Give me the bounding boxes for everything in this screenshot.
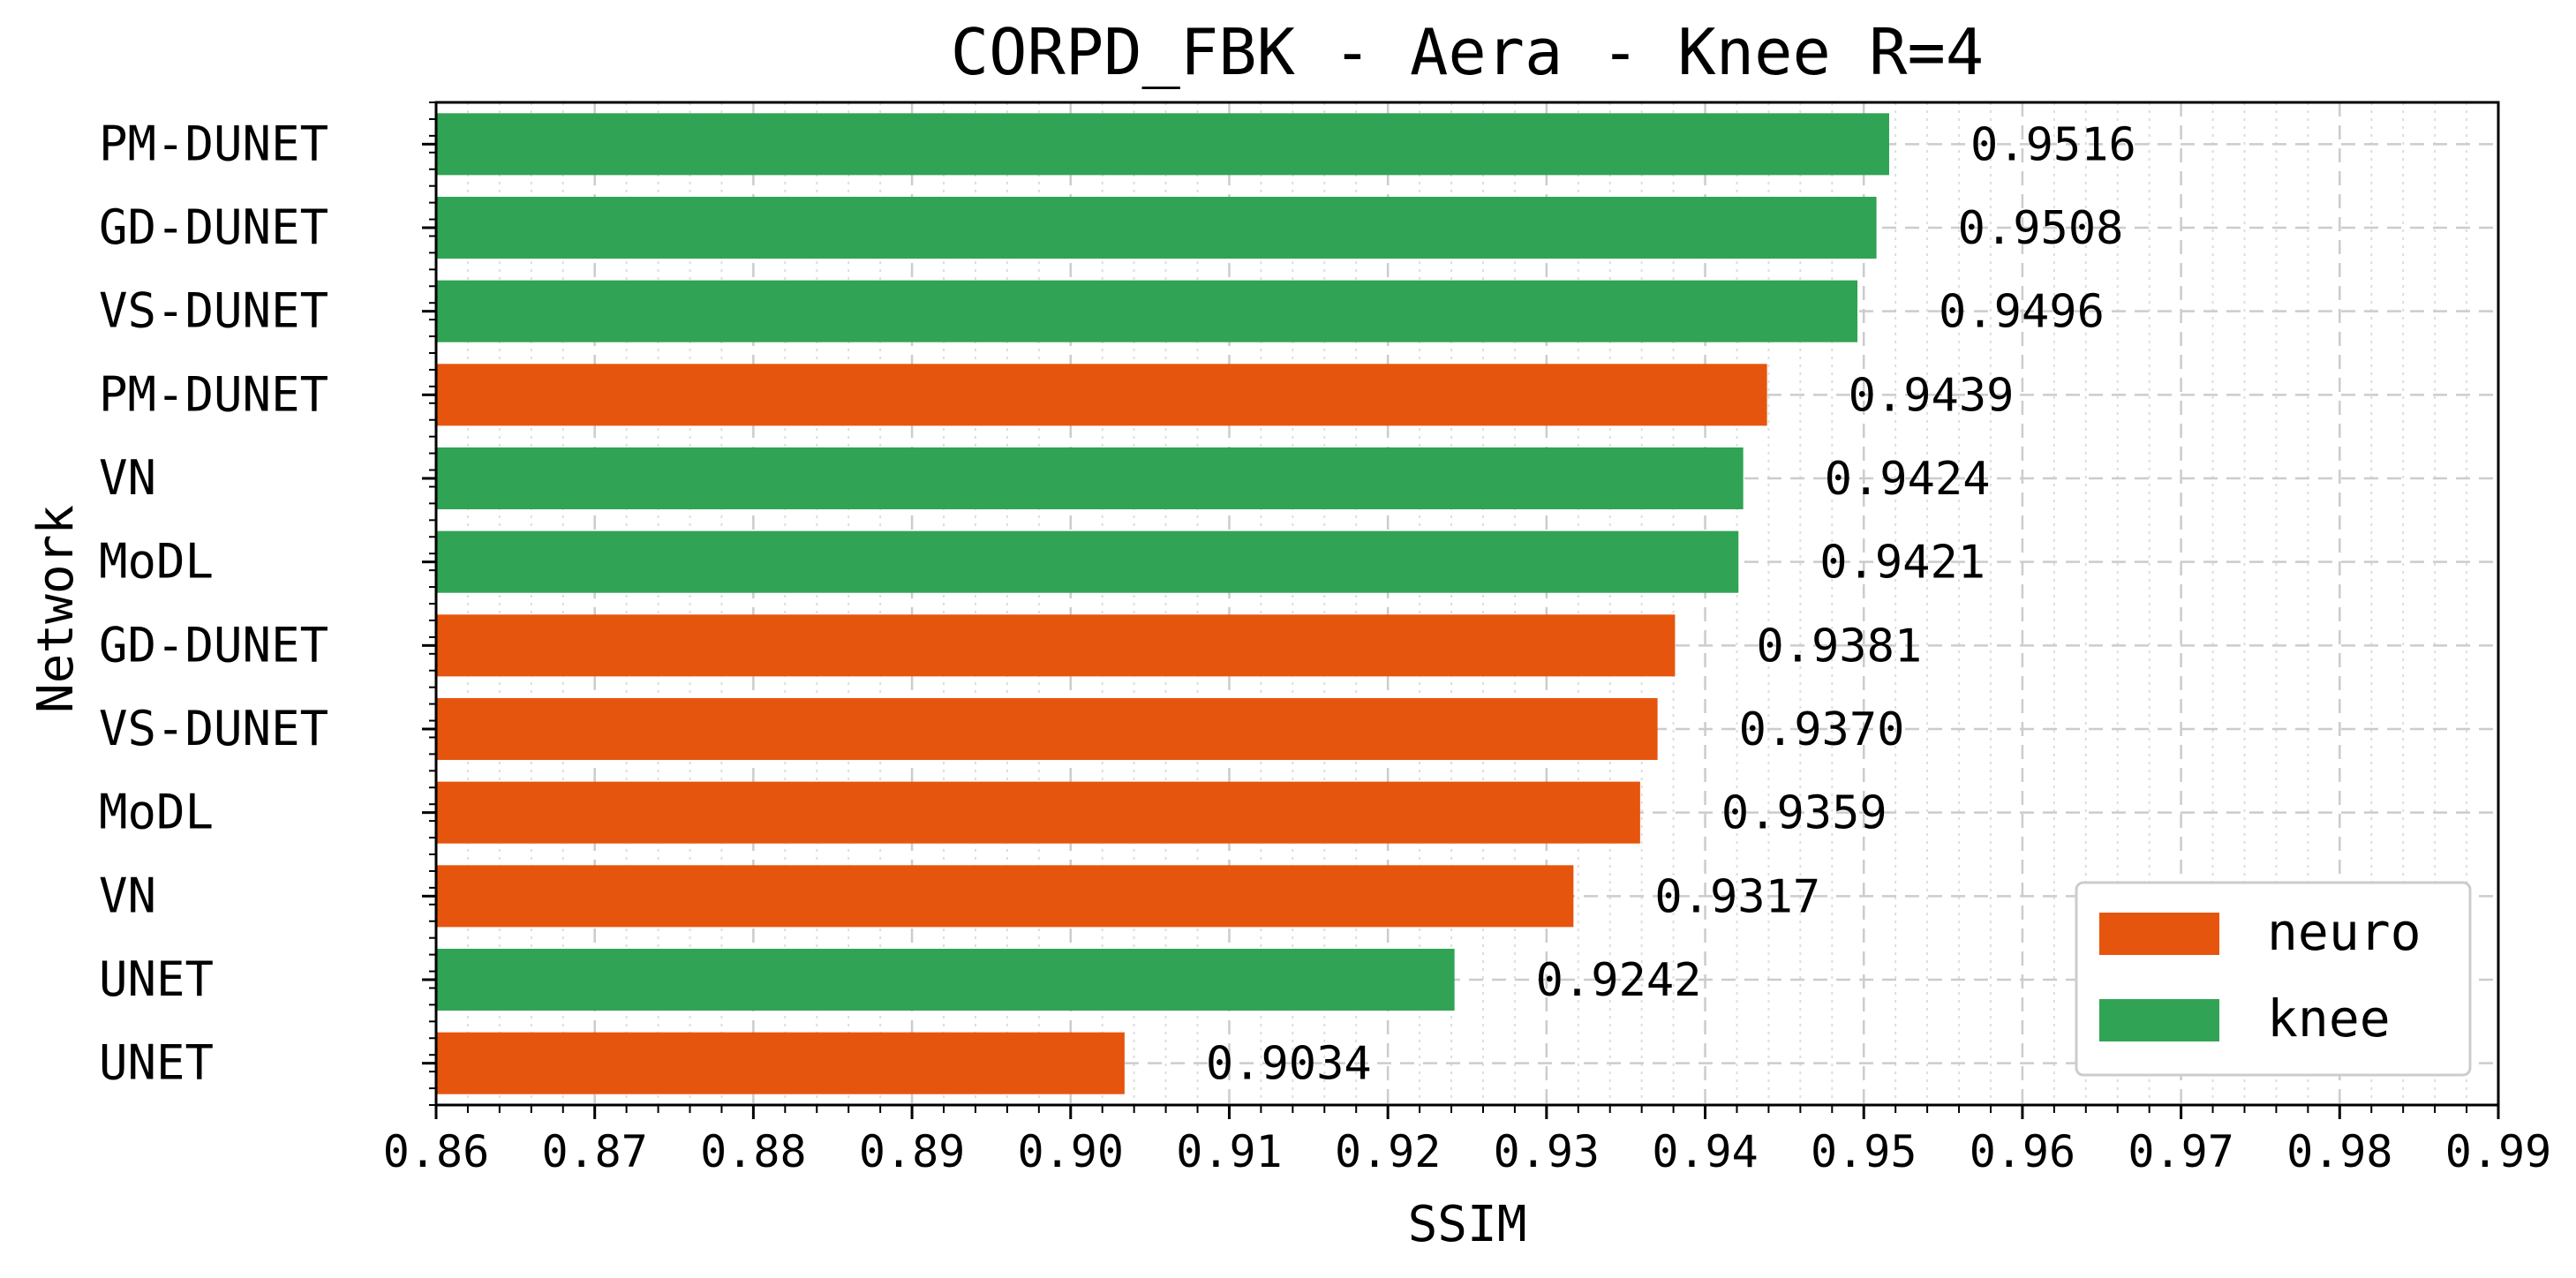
bar-neuro-vs-dunet — [436, 697, 1658, 761]
y-axis-label: Network — [27, 505, 85, 713]
x-tick-label: 0.95 — [1811, 1126, 1917, 1177]
bar-value-label: 0.9496 — [1939, 286, 2105, 339]
bar-neuro-pm-dunet — [436, 364, 1767, 426]
x-axis-label: SSIM — [1408, 1196, 1527, 1253]
bar-knee-modl — [436, 530, 1739, 593]
legend: neuro knee — [2075, 881, 2472, 1077]
y-axis-ticks: PM-DUNET GD-DUNET VS-DUNET PM-DUNET VN MoDL GD… — [99, 101, 436, 1106]
bar-neuro-vn — [436, 865, 1574, 928]
x-tick-label: 0.90 — [1018, 1126, 1124, 1177]
bar-value-label: 0.9317 — [1654, 870, 1820, 923]
bar-neuro-unet — [436, 1032, 1125, 1094]
x-tick-label: 0.98 — [2286, 1126, 2392, 1177]
x-tick-label: 0.93 — [1494, 1126, 1600, 1177]
bar-neuro-modl — [436, 781, 1640, 844]
bar-value-label: 0.9359 — [1721, 787, 1887, 840]
y-tick-label: UNET — [99, 951, 214, 1007]
legend-swatch-neuro — [2099, 913, 2219, 955]
bar-value-label: 0.9439 — [1849, 369, 2015, 422]
bars-group — [436, 113, 1889, 1094]
legend-swatch-knee — [2099, 999, 2219, 1041]
x-tick-label: 0.86 — [383, 1126, 489, 1177]
bar-knee-gd-dunet — [436, 196, 1877, 259]
x-tick-label: 0.89 — [859, 1126, 965, 1177]
bar-knee-vs-dunet — [436, 280, 1858, 342]
bar-value-label: 0.9370 — [1739, 703, 1905, 756]
y-tick-label: MoDL — [99, 534, 214, 590]
y-tick-label: GD-DUNET — [99, 617, 328, 673]
x-axis-ticks: 0.86 0.87 0.88 0.89 0.90 0.91 0.92 0.93 0.94 0.95… — [383, 1105, 2551, 1177]
y-tick-label: VS-DUNET — [99, 701, 328, 756]
bar-value-label: 0.9034 — [1206, 1038, 1372, 1091]
x-tick-label: 0.91 — [1176, 1126, 1282, 1177]
chart-title: CORPD_FBK - Aera - Knee R=4 — [951, 15, 1984, 89]
bar-knee-unet — [436, 948, 1455, 1011]
y-tick-label: PM-DUNET — [99, 116, 328, 171]
x-tick-label: 0.87 — [541, 1126, 647, 1177]
x-tick-label: 0.96 — [1970, 1126, 2075, 1177]
bar-neuro-gd-dunet — [436, 614, 1676, 677]
bar-value-label: 0.9424 — [1825, 453, 1991, 506]
bar-value-label: 0.9421 — [1819, 537, 1985, 590]
x-tick-label: 0.92 — [1335, 1126, 1441, 1177]
y-tick-label: MoDL — [99, 785, 214, 840]
legend-label-neuro: neuro — [2267, 902, 2422, 962]
x-tick-label: 0.88 — [700, 1126, 806, 1177]
bar-value-label: 0.9381 — [1756, 620, 1922, 673]
value-labels-group: 0.9516 0.9508 0.9496 0.9439 0.9424 0.9421 0.93… — [1206, 118, 2136, 1090]
bar-knee-vn — [436, 447, 1744, 510]
x-tick-label: 0.99 — [2445, 1126, 2551, 1177]
bar-knee-pm-dunet — [436, 113, 1889, 176]
legend-label-knee: knee — [2267, 989, 2391, 1049]
bar-value-label: 0.9242 — [1536, 954, 1702, 1007]
y-tick-label: VN — [99, 868, 156, 923]
bar-value-label: 0.9516 — [1970, 118, 2136, 171]
x-tick-label: 0.97 — [2128, 1126, 2233, 1177]
y-tick-label: UNET — [99, 1035, 214, 1091]
x-tick-label: 0.94 — [1652, 1126, 1758, 1177]
y-tick-label: GD-DUNET — [99, 199, 328, 255]
y-tick-label: VN — [99, 450, 156, 506]
y-tick-label: VS-DUNET — [99, 283, 328, 339]
bar-value-label: 0.9508 — [1958, 202, 2124, 255]
plot-frame — [434, 101, 2500, 1107]
y-tick-label: PM-DUNET — [99, 366, 328, 422]
